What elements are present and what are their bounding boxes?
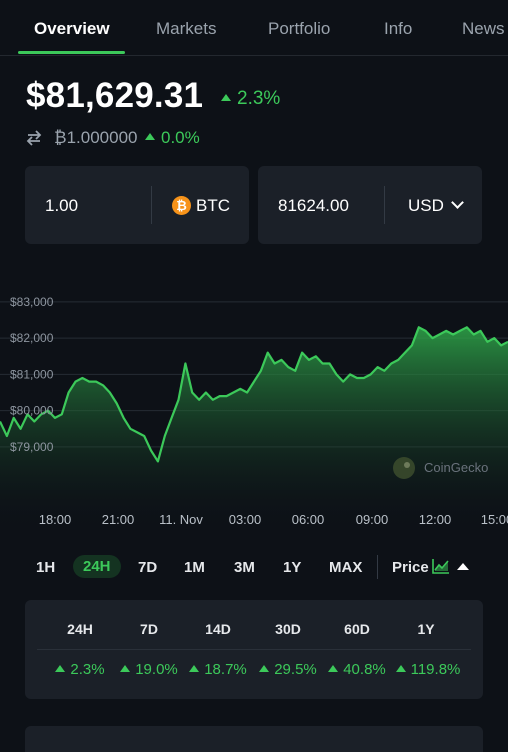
divider [377,555,378,579]
y-tick-label: $81,000 [10,367,54,381]
perf-value-30d: 29.5% [251,661,325,678]
perf-value-7d: 19.0% [112,661,186,678]
range-3m[interactable]: 3M [234,559,255,576]
performance-table: 24H 7D 14D 30D 60D 1Y 2.3% 19.0% 18.7% 2… [25,600,483,699]
range-max[interactable]: MAX [329,559,363,576]
perf-value-7d-text: 19.0% [135,661,178,678]
coingecko-logo-icon [393,457,415,479]
perf-value-14d: 18.7% [181,661,255,678]
price-chart[interactable]: $83,000 $82,000 $81,000 $80,000 $79,000 18:0… [0,278,508,528]
tab-markets[interactable]: Markets [156,19,217,38]
perf-value-24h-text: 2.3% [70,661,105,678]
up-arrow-icon [189,665,200,672]
active-tab-indicator [18,51,125,54]
perf-header-60d: 60D [344,621,370,637]
current-price: $81,629.31 [26,76,204,115]
tab-overview[interactable]: Overview [34,19,110,38]
perf-header-7d: 7D [140,621,158,637]
up-arrow-icon [259,665,270,672]
crypto-amount-input[interactable]: 1.00 [45,196,79,215]
btc-change-value: 0.0% [161,128,200,147]
bitcoin-icon: ₿ [172,196,191,215]
divider [37,649,471,650]
fiat-amount-box: 81624.00 USD [258,166,482,244]
tab-bar: Overview Markets Portfolio Info News [0,0,508,56]
next-section-card [25,726,483,752]
price-chart-svg: $83,000 $82,000 $81,000 $80,000 $79,000 18:0… [0,295,508,528]
fiat-amount-input[interactable]: 81624.00 [278,196,349,215]
swap-icon[interactable] [25,129,43,147]
price-change: 2.3% [221,88,280,110]
perf-value-14d-text: 18.7% [204,661,247,678]
divider [384,186,385,224]
price-line [0,326,508,463]
up-arrow-icon [120,665,131,672]
up-arrow-icon [145,133,155,140]
fiat-currency-select[interactable]: USD [408,196,464,216]
btc-change: 0.0% [145,128,200,148]
perf-value-30d-text: 29.5% [274,661,317,678]
x-tick-label: 03:00 [229,512,262,527]
price-area [0,327,508,528]
perf-value-60d: 40.8% [320,661,394,678]
chart-type-price-button[interactable]: Price [392,559,429,576]
divider [151,186,152,224]
crypto-currency-label: BTC [196,196,230,215]
tab-news[interactable]: News [462,19,505,38]
range-24h[interactable]: 24H [73,555,121,578]
up-arrow-icon [221,94,231,101]
range-7d[interactable]: 7D [138,559,158,576]
area-chart-icon[interactable] [432,558,450,574]
x-tick-label: 09:00 [356,512,389,527]
x-tick-label: 11. Nov [159,512,203,527]
range-1m[interactable]: 1M [184,559,205,576]
collapse-caret-icon[interactable] [457,563,469,570]
y-tick-label: $79,000 [10,440,54,454]
perf-value-1y-text: 119.8% [410,661,461,678]
fiat-currency-label: USD [408,196,444,215]
x-tick-label: 15:00 [481,512,508,527]
coingecko-logo-eye [404,462,410,468]
y-tick-label: $83,000 [10,295,54,309]
up-arrow-icon [395,665,406,672]
y-tick-label: $82,000 [10,331,54,345]
perf-value-1y: 119.8% [389,661,467,678]
x-tick-label: 12:00 [419,512,452,527]
x-tick-label: 21:00 [102,512,135,527]
up-arrow-icon [55,665,66,672]
coingecko-watermark-text: CoinGecko [424,460,488,475]
price-change-value: 2.3% [237,88,281,109]
range-1h[interactable]: 1H [36,559,56,576]
up-arrow-icon [328,665,339,672]
tab-info[interactable]: Info [384,19,413,38]
perf-header-14d: 14D [205,621,231,637]
range-1y[interactable]: 1Y [283,559,302,576]
x-tick-label: 06:00 [292,512,325,527]
chevron-down-icon [451,196,464,209]
range-selector: 1H 24H 7D 1M 3M 1Y MAX Price [0,555,508,581]
coingecko-watermark: CoinGecko [393,457,488,479]
y-tick-label: $80,000 [10,404,54,418]
perf-header-1y: 1Y [417,621,435,637]
tab-portfolio[interactable]: Portfolio [268,19,331,38]
crypto-amount-box: 1.00 ₿ BTC [25,166,249,244]
btc-price: ₿1.000000 [54,128,138,147]
x-tick-label: 18:00 [39,512,72,527]
perf-header-24h: 24H [67,621,93,637]
perf-value-24h: 2.3% [45,661,115,678]
perf-header-30d: 30D [275,621,301,637]
perf-value-60d-text: 40.8% [343,661,386,678]
